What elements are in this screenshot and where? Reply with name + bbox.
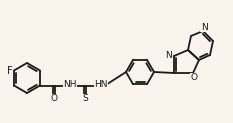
Text: NH: NH (63, 80, 77, 89)
Text: O: O (51, 94, 58, 103)
Text: F: F (7, 67, 13, 77)
Text: S: S (82, 94, 88, 103)
Text: N: N (201, 23, 207, 31)
Text: HN: HN (94, 80, 108, 89)
Text: O: O (191, 74, 198, 83)
Text: N: N (166, 52, 172, 61)
